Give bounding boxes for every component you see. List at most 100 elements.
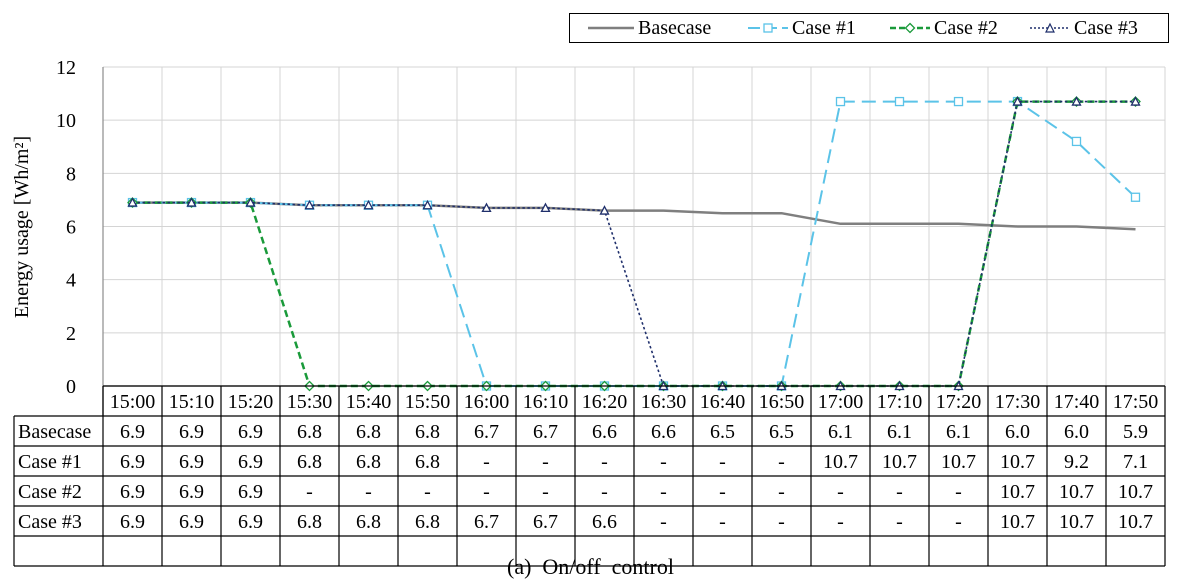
table-cell: 10.7 [1118,481,1153,503]
table-cell: - [660,451,667,473]
table-cell: - [778,481,785,503]
data-table: 15:00 15:10 15:20 15:30 15:40 15:50 16:00 16:10… [13,385,1166,567]
x-tick-label: 17:50 [1113,391,1159,413]
table-cell: - [424,481,431,503]
legend-label-basecase: Basecase [638,16,712,39]
table-cell: 6.9 [238,451,263,473]
data-point-case-3 [363,199,374,210]
table-cell: 10.7 [1059,481,1094,503]
table-cell: 6.8 [356,451,381,473]
table-cell: 6.9 [120,451,145,473]
table-cell: 6.9 [238,421,263,443]
y-tick-label: 8 [66,163,76,185]
x-tick-label: 17:00 [818,391,864,413]
table-cell: 6.9 [179,451,204,473]
table-cell: - [542,451,549,473]
y-tick-label: 2 [66,323,76,345]
x-tick-label: 16:20 [582,391,628,413]
legend-swatch-case-1 [748,23,788,33]
x-tick-label: 17:20 [936,391,982,413]
y-tick-label: 12 [56,57,76,79]
table-cell: - [896,481,903,503]
table-cell: 6.9 [179,511,204,533]
table-cell: 6.6 [592,421,617,443]
legend-swatch-basecase [588,26,634,30]
table-cell: 6.1 [828,421,853,443]
table-row-label: Basecase [18,421,91,443]
table-cell: - [483,481,490,503]
table-cell: 6.8 [356,421,381,443]
data-point-case-3 [481,202,492,213]
table-cell: - [483,451,490,473]
table-cell: 10.7 [1000,481,1035,503]
table-cell: 10.7 [823,451,858,473]
table-cell: - [660,511,667,533]
data-point-case-3 [422,199,433,210]
x-tick-label: 15:10 [169,391,215,413]
table-cell: 7.1 [1123,451,1148,473]
table-cell: 6.7 [474,421,499,443]
table-cell: 6.8 [297,511,322,533]
table-cell: 6.8 [356,511,381,533]
x-tick-label: 15:30 [287,391,333,413]
table-cell: - [719,511,726,533]
table-cell: 6.5 [769,421,794,443]
table-cell: 6.9 [238,481,263,503]
table-cell: 6.9 [120,511,145,533]
table-cell: 10.7 [882,451,917,473]
table-cell: - [837,511,844,533]
table-row-label: Case #2 [18,481,82,503]
x-tick-label: 15:40 [346,391,392,413]
table-cell: 6.9 [238,511,263,533]
table-cell: 10.7 [1059,511,1094,533]
table-cell: - [542,481,549,503]
data-point-case-3 [1012,96,1023,106]
y-tick-label: 6 [66,217,76,239]
table-cell: 6.9 [179,421,204,443]
x-tick-label: 15:50 [405,391,451,413]
table-cell: 6.9 [179,481,204,503]
x-tick-label: 16:40 [700,391,746,413]
data-point-case-3 [127,197,138,207]
table-cell: 6.0 [1005,421,1030,443]
table-cell: - [601,481,608,503]
table-cell: 6.9 [120,481,145,503]
x-tick-label: 16:30 [641,391,687,413]
series-line-case-3 [132,100,1136,387]
table-cell: 6.8 [415,511,440,533]
table-cell: - [955,481,962,503]
table-cell: - [719,481,726,503]
table-cell: 10.7 [1000,511,1035,533]
figure-caption: (a) On/off control [507,554,674,579]
data-point-case-1 [894,96,905,107]
legend-item-basecase: Basecase [586,14,711,42]
table-cell: 6.6 [651,421,676,443]
legend: Basecase Case #1 Case #2 Case #3 [569,13,1169,43]
y-axis-label: Energy usage [Wh/m²] [11,136,33,318]
data-point-case-3 [599,205,610,215]
table-cell: - [837,481,844,503]
data-point-case-3 [245,197,256,207]
legend-item-case-3: Case #3 [1028,14,1138,42]
table-cell: - [778,451,785,473]
data-point-case-3 [186,197,197,207]
table-cell: 6.8 [297,451,322,473]
legend-swatch-case-2 [890,22,930,34]
table-cell: - [778,511,785,533]
series-line-case-2 [132,100,1136,388]
x-tick-label: 16:10 [523,391,569,413]
y-tick-label: 4 [66,270,76,292]
table-cell: - [660,481,667,503]
table-cell: 10.7 [1118,511,1153,533]
data-point-case-3 [1130,96,1141,106]
table-cell: 5.9 [1123,421,1148,443]
legend-label-case-2: Case #2 [934,16,998,39]
data-point-case-3 [1071,96,1082,106]
legend-swatch-case-3 [1030,22,1070,33]
y-tick-label: 0 [66,376,76,398]
table-cell: 6.8 [415,421,440,443]
table-cell: 6.7 [533,421,558,443]
table-cell: 6.7 [533,511,558,533]
table-cell: 6.5 [710,421,735,443]
